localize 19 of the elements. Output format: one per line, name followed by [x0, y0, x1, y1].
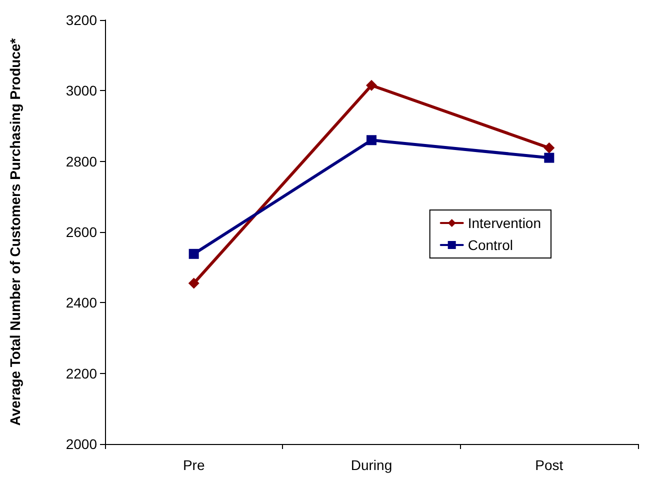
point — [188, 278, 200, 289]
point — [366, 80, 377, 91]
x-tick-label: During — [350, 457, 392, 473]
y-tick-label: 2400 — [66, 294, 98, 311]
point — [544, 152, 554, 163]
x-tick-label: Post — [535, 457, 564, 473]
point — [188, 248, 199, 259]
y-tick-label: 3200 — [66, 12, 98, 28]
y-tick-label: 3000 — [66, 82, 98, 99]
legend-label: Intervention — [468, 215, 542, 231]
legend-label: Control — [468, 237, 513, 253]
y-axis-title: Average Total Number of Customers Purchasing Produce* — [7, 38, 23, 426]
y-tick-label: 2200 — [66, 365, 98, 382]
y-tick-label: 2600 — [66, 224, 98, 240]
y-tick-label: 2000 — [66, 436, 98, 452]
y-tick-label: 2800 — [66, 153, 98, 170]
x-tick-label: Pre — [182, 457, 205, 473]
point — [544, 142, 555, 154]
point — [366, 135, 376, 146]
